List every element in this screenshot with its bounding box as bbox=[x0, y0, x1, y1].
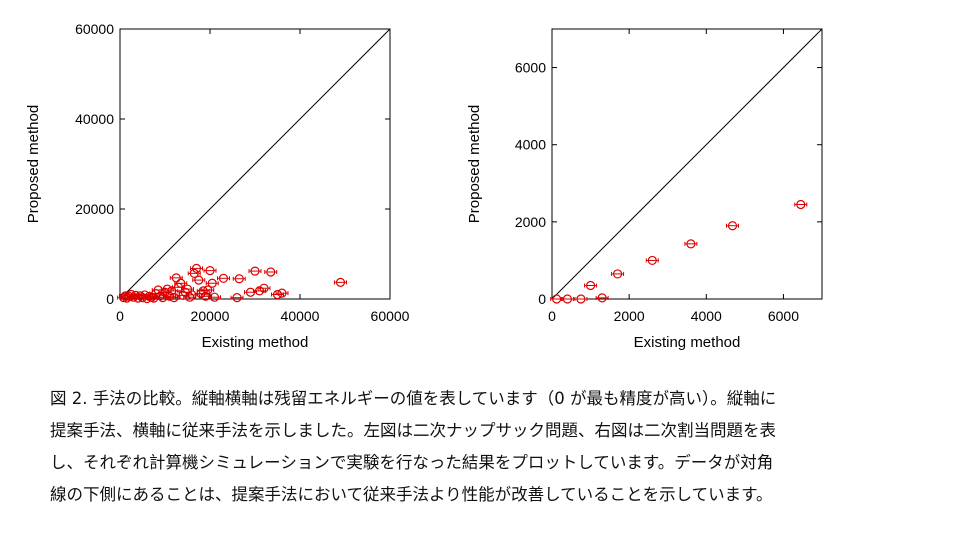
data-point bbox=[264, 267, 278, 277]
x-tick-label: 0 bbox=[116, 308, 124, 324]
data-point bbox=[205, 278, 219, 288]
data-point bbox=[230, 293, 244, 303]
x-tick-label: 60000 bbox=[371, 308, 410, 324]
y-tick-label: 2000 bbox=[515, 214, 546, 230]
figure-caption: 図 2. 手法の比較。縦軸横軸は残留エネルギーの値を表しています（0 が最も精度… bbox=[50, 383, 950, 511]
x-tick-label: 4000 bbox=[691, 308, 722, 324]
x-tick-label: 40000 bbox=[281, 308, 320, 324]
y-tick-label: 40000 bbox=[75, 111, 114, 127]
data-point bbox=[595, 293, 609, 303]
data-point bbox=[645, 255, 659, 266]
data-point bbox=[167, 293, 181, 303]
caption-line: 提案手法、横軸に従来手法を示しました。左図は二次ナップサック問題、右図は二次割当… bbox=[50, 421, 776, 440]
chart-right: 0 2000 4000 6000 0 2000 4000 6000 Existing metho… bbox=[466, 28, 823, 351]
data-point bbox=[203, 266, 217, 276]
diagonal-line bbox=[551, 28, 823, 300]
data-point bbox=[190, 263, 203, 273]
data-point bbox=[181, 284, 194, 294]
x-tick-label: 6000 bbox=[768, 308, 799, 324]
data-point bbox=[794, 199, 808, 210]
y-tick-label: 20000 bbox=[75, 201, 114, 217]
data-point bbox=[257, 283, 271, 293]
x-axis-label: Existing method bbox=[634, 334, 741, 351]
data-point bbox=[244, 287, 257, 297]
data-point bbox=[611, 269, 625, 279]
data-point bbox=[574, 294, 588, 304]
x-tick-label: 20000 bbox=[191, 308, 230, 324]
figure: 0 20000 40000 600000200004000060000Existing… bbox=[25, 21, 823, 351]
y-tick-label: 60000 bbox=[75, 21, 114, 37]
y-axis-label: Proposed method bbox=[466, 105, 483, 223]
caption-line: 図 2. 手法の比較。縦軸横軸は残留エネルギーの値を表しています（0 が最も精度… bbox=[50, 389, 777, 408]
caption-line: し、それぞれ計算機シミュレーションで実験を行なった結果をプロットしています。デー… bbox=[50, 453, 774, 472]
data-point bbox=[185, 290, 199, 300]
data-point bbox=[584, 280, 598, 291]
plot-frame bbox=[119, 28, 391, 300]
y-tick-label: 0 bbox=[106, 291, 114, 307]
diagonal-line bbox=[119, 28, 391, 300]
data-point bbox=[192, 275, 206, 285]
data-point bbox=[684, 239, 698, 249]
data-point bbox=[208, 292, 221, 302]
caption-line: 線の下側にあることは、提案手法において従来手法より性能が改善していることを示して… bbox=[50, 485, 773, 504]
x-tick-label: 0 bbox=[548, 308, 556, 324]
y-tick-label: 0 bbox=[538, 291, 546, 307]
data-point bbox=[187, 268, 201, 278]
data-point bbox=[334, 277, 347, 287]
x-axis-label: Existing method bbox=[202, 334, 309, 351]
data-point bbox=[560, 294, 574, 304]
data-point bbox=[201, 285, 215, 295]
data-point bbox=[169, 273, 183, 283]
plot-frame bbox=[551, 28, 823, 300]
data-point bbox=[232, 274, 246, 284]
data-point bbox=[174, 278, 188, 288]
data-point bbox=[275, 288, 289, 298]
data-point bbox=[248, 266, 262, 276]
y-axis-label: Proposed method bbox=[25, 105, 42, 223]
data-point bbox=[726, 221, 740, 231]
x-tick-label: 2000 bbox=[614, 308, 645, 324]
chart-left: 0 20000 40000 60000 0 20000 40000 60000 Existing… bbox=[25, 21, 410, 351]
y-tick-label: 4000 bbox=[515, 137, 546, 153]
data-point bbox=[217, 273, 230, 283]
y-tick-label: 6000 bbox=[515, 60, 546, 76]
